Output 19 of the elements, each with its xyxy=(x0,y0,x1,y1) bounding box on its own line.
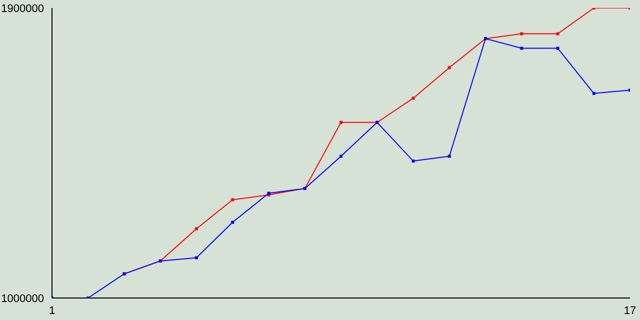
x-tick-label: 1 xyxy=(48,304,56,317)
point xyxy=(412,160,415,163)
point xyxy=(340,154,342,158)
point xyxy=(520,46,524,50)
point xyxy=(195,227,198,230)
y-tick-label: 1900000 xyxy=(1,3,44,15)
point xyxy=(556,32,560,36)
point xyxy=(412,96,415,100)
point xyxy=(592,92,596,95)
point xyxy=(520,32,524,36)
point xyxy=(231,198,234,202)
point xyxy=(448,154,451,158)
point xyxy=(556,46,560,50)
y-tick-label: 1000000 xyxy=(1,293,44,305)
point xyxy=(340,120,342,124)
point xyxy=(231,220,234,224)
point xyxy=(448,66,451,70)
point xyxy=(195,256,198,260)
x-tick-label: 17 xyxy=(624,304,636,317)
